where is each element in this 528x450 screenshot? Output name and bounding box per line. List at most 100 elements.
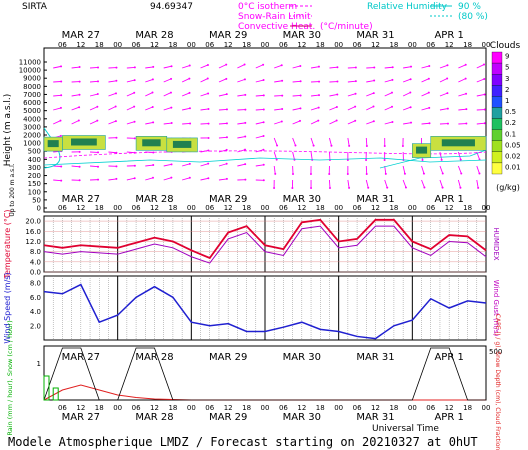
wind-arrow-head [152, 164, 155, 167]
wind-arrow-head [262, 121, 265, 124]
wind-arrow [145, 79, 154, 83]
wind-arrow [108, 106, 116, 111]
wind-arrow [274, 64, 282, 69]
wind-arrow-head [373, 79, 376, 82]
wind-arrow [310, 137, 315, 146]
legend-convective-unit: (°C/minute) [320, 22, 373, 32]
wind-arrow-head [60, 179, 63, 182]
hour-tick-label: 00 [482, 404, 491, 412]
wind-arrow-head [114, 120, 117, 123]
wind-arrow [439, 165, 444, 174]
wind-arrow [255, 108, 264, 111]
wind-arrow [384, 179, 388, 188]
wind-arrow-head [483, 63, 486, 66]
temp-tick-label: 16.0 [25, 228, 41, 236]
wind-arrow-head [391, 78, 394, 81]
hour-tick-label: 12 [150, 404, 159, 412]
wind-tick-label: 6.0 [30, 294, 41, 302]
humidex-series [43, 225, 487, 264]
wind-arrow-head [280, 64, 283, 67]
colorbar-swatch [491, 85, 503, 97]
hour-tick-label: 18 [316, 41, 325, 49]
y-tick-label: 100 [28, 188, 41, 196]
wind-arrow-head [115, 136, 118, 139]
cloud-patch-core [172, 140, 192, 148]
hour-tick-label: 18 [316, 204, 325, 212]
temp-tick-label: 20.0 [25, 218, 41, 226]
wind-arrow [182, 123, 191, 125]
y-tick-label: 300 [28, 164, 41, 172]
hour-tick-label: 18 [463, 204, 472, 212]
wind-arrow-head [427, 91, 430, 94]
wind-arrow [255, 121, 264, 125]
wind-arrow [403, 66, 412, 69]
wind-arrow-head [317, 106, 320, 109]
hour-tick-label: 06 [279, 204, 288, 212]
legend-humidity: Relative Humidity [367, 2, 448, 12]
wind-arrow-head [465, 122, 468, 125]
wind-arrow-head [207, 136, 210, 139]
hour-tick-label: 06 [426, 41, 435, 49]
wind-arrow-head [440, 158, 443, 161]
colorbar-swatch [491, 62, 503, 75]
wind-arrow-head [464, 63, 467, 66]
wind-arrow [421, 92, 430, 97]
wind-arrow-head [390, 91, 393, 94]
wind-arrow [53, 65, 62, 69]
wind-arrow [53, 120, 61, 125]
wind-arrow-head [133, 66, 136, 69]
wind-arrow-head [114, 105, 117, 108]
y-tick-label: 400 [28, 156, 41, 164]
wind-arrow [310, 94, 320, 97]
wind-arrow [365, 137, 368, 147]
wind-arrow [145, 92, 153, 97]
wind-arrow [292, 137, 296, 146]
wind-arrow [126, 66, 135, 69]
wind-arrow-head [115, 151, 118, 154]
precip-y-label: Rain (mm / hour), Snow (cm / hour) [6, 320, 14, 435]
hour-tick-label: 06 [279, 404, 288, 412]
forecast-title: Modele Atmospherique LMDZ / Forecast sta… [8, 435, 478, 449]
hour-tick-label: 06 [353, 404, 362, 412]
wind-arrow-head [225, 148, 228, 151]
humidex-label: HUMIDEX [492, 227, 500, 260]
cloud-fraction-series [43, 347, 486, 401]
wind-arrow-head [115, 177, 118, 180]
y-tick-label: 3000 [23, 123, 41, 131]
cloud-colorbar: Clouds 9 5 3 2 1 0.5 0.2 0.1 0.05 0.02 0.01 (g/kg) [490, 41, 521, 192]
wind-arrow [126, 151, 135, 154]
wind-arrow-head [114, 92, 117, 95]
wind-arrow-head [133, 164, 136, 167]
hour-tick-label: 12 [445, 404, 454, 412]
hour-tick-label: 18 [168, 41, 177, 49]
wind-arrow-head [335, 106, 338, 109]
wind-arrow-head [299, 64, 302, 67]
wind-arrow-head [60, 80, 63, 83]
wind-arrow [366, 92, 374, 97]
hour-tick-label: 00 [113, 204, 122, 212]
wind-panel: 8.0 6.0 4.0 2.0 Wind Speed (m/s) Wind Gust (m… [3, 272, 500, 343]
wind-arrow-head [294, 144, 297, 147]
precip-tick-left: 1 [37, 360, 41, 368]
wind-arrow [439, 64, 448, 69]
wind-arrow-head [78, 106, 81, 109]
wind-arrow-head [262, 163, 265, 166]
wind-arrow-head [115, 79, 118, 82]
hour-tick-label: 18 [95, 404, 104, 412]
wind-arrow-head [262, 148, 265, 151]
wind-arrow-head [354, 92, 357, 95]
wind-arrow [145, 66, 154, 69]
wind-arrow [145, 164, 154, 167]
hour-tick-label: 00 [408, 404, 417, 412]
wind-arrow-head [133, 177, 136, 180]
wind-arrow-head [391, 105, 394, 108]
legend-humidity-90: 90 % [458, 2, 481, 12]
wind-arrow-head [274, 172, 277, 175]
wind-arrow-head [170, 65, 173, 68]
wind-arrow [71, 94, 80, 97]
colorbar-swatch [491, 107, 503, 119]
wind-arrow-head [59, 134, 62, 137]
wind-arrow-head [115, 165, 118, 168]
wind-arrow-head [309, 172, 312, 175]
y-tick-label: 150 [28, 180, 41, 188]
